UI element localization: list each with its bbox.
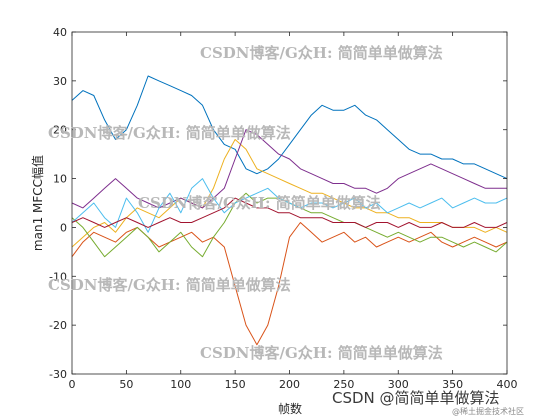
x-tick-label: 350 <box>442 378 463 391</box>
y-tick-label: -10 <box>49 270 67 283</box>
x-tick-label: 200 <box>279 378 300 391</box>
y-tick-label: -20 <box>49 319 67 332</box>
series-4-line <box>71 129 507 209</box>
x-axis-label: 帧数 <box>278 401 302 416</box>
x-tick-label: 100 <box>170 378 191 391</box>
x-tick-label: 150 <box>225 378 246 391</box>
watermark-middle: CSDN博客/G众H: 简简单单做算法 <box>138 194 381 212</box>
y-axis-label: man1 MFCC幅值 <box>30 155 45 251</box>
x-tick-label: 50 <box>119 378 133 391</box>
series-7-line <box>71 197 508 228</box>
series-1-line <box>71 75 508 180</box>
y-ticks: -30 -20 -10 0 10 20 30 40 <box>49 26 507 381</box>
watermark-top: CSDN博客/G众H: 简简单单做算法 <box>200 44 443 62</box>
watermark-lower-left: CSDN博客/G众H: 简简单单做算法 <box>48 276 291 294</box>
x-ticks: 0 50 100 150 200 250 300 350 400 <box>69 32 518 391</box>
x-tick-label: 300 <box>388 378 409 391</box>
x-tick-label: 0 <box>69 378 76 391</box>
y-tick-label: 0 <box>60 221 67 234</box>
watermark-credit: CSDN @简简单单做算法 <box>332 389 500 407</box>
watermark-bottom: CSDN博客/G众H: 简简单单做算法 <box>200 344 443 362</box>
y-tick-label: -30 <box>49 368 67 381</box>
series-layer <box>71 75 508 346</box>
x-tick-label: 250 <box>333 378 354 391</box>
x-tick-label: 400 <box>497 378 518 391</box>
y-tick-label: 40 <box>53 26 67 39</box>
watermark-credit-small: @稀土掘金技术社区 <box>452 406 524 416</box>
series-3-line <box>71 139 508 248</box>
watermark-upper-left: CSDN博客/G众H: 简简单单做算法 <box>48 124 291 142</box>
y-tick-label: 10 <box>53 173 67 186</box>
y-tick-label: 30 <box>53 75 67 88</box>
y-tick-label: 20 <box>53 124 67 137</box>
